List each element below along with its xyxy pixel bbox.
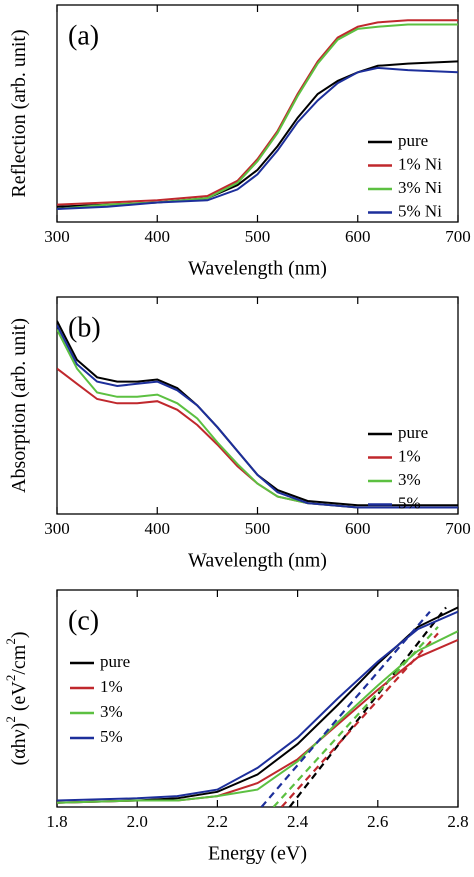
legend-label: pure — [100, 652, 130, 671]
x-tick-label: 2.8 — [447, 812, 468, 831]
y-axis-title-part: Reflection (arb. unit) — [8, 29, 30, 197]
panel-label: (a) — [68, 20, 99, 51]
legend-label: 3% — [100, 702, 123, 721]
y-axis-title-part: 2 — [3, 675, 18, 682]
plot-frame — [56, 589, 459, 808]
x-tick-label: 600 — [345, 227, 371, 246]
y-axis-title-part: (αhν) — [8, 723, 30, 766]
y-axis-title-part: (eV — [8, 681, 30, 717]
series-line — [57, 324, 458, 509]
y-axis-title-part: 2 — [3, 716, 18, 723]
panel-label: (b) — [68, 312, 101, 343]
x-tick-label: 2.4 — [287, 812, 309, 831]
x-axis-title: Wavelength (nm) — [188, 258, 327, 280]
y-axis-title: Reflection (arb. unit) — [8, 29, 30, 197]
x-tick-label: 600 — [345, 519, 371, 538]
x-tick-label: 1.8 — [46, 812, 67, 831]
x-tick-label: 700 — [445, 519, 471, 538]
series-line — [57, 66, 458, 210]
x-tick-label: 400 — [145, 519, 171, 538]
x-tick-label: 2.2 — [207, 812, 228, 831]
legend-label: pure — [398, 423, 428, 442]
y-axis-title: (αhν)2 (eV2/cm2) — [3, 632, 29, 766]
panel-label: (c) — [68, 605, 99, 636]
x-tick-label: 500 — [245, 227, 271, 246]
legend-label: 1% Ni — [398, 154, 442, 173]
tangent-line — [280, 632, 439, 807]
legend-label: 5% Ni — [398, 201, 442, 220]
x-tick-label: 400 — [145, 227, 171, 246]
y-axis-title-part: Absorption (arb. unit) — [8, 318, 30, 493]
x-tick-label: 2.0 — [127, 812, 148, 831]
legend-label: 3% Ni — [398, 178, 442, 197]
x-tick-label: 700 — [445, 227, 471, 246]
legend-label: 1% — [100, 677, 123, 696]
x-tick-label: 500 — [245, 519, 271, 538]
series-line — [57, 329, 458, 509]
y-axis-title-part: /cm — [8, 644, 30, 674]
x-tick-label: 300 — [44, 519, 70, 538]
x-tick-label: 300 — [44, 227, 70, 246]
tangent-line — [288, 606, 447, 807]
legend-label: pure — [398, 131, 428, 150]
series-line — [57, 610, 458, 802]
legend-label: 1% — [398, 446, 421, 465]
legend-label: 3% — [398, 470, 421, 489]
series-line — [57, 19, 458, 206]
legend-label: 5% — [100, 727, 123, 746]
y-axis-title: Absorption (arb. unit) — [8, 318, 30, 493]
series-line — [57, 630, 458, 804]
x-axis-title: Energy (eV) — [208, 843, 307, 865]
y-axis-title-part: ) — [8, 632, 30, 639]
x-tick-label: 2.6 — [367, 812, 388, 831]
x-axis-title: Wavelength (nm) — [188, 550, 327, 572]
tangent-line — [260, 610, 431, 807]
legend-label: 5% — [398, 493, 421, 512]
tangent-line — [272, 626, 439, 807]
y-axis-title-part: 2 — [3, 638, 18, 645]
